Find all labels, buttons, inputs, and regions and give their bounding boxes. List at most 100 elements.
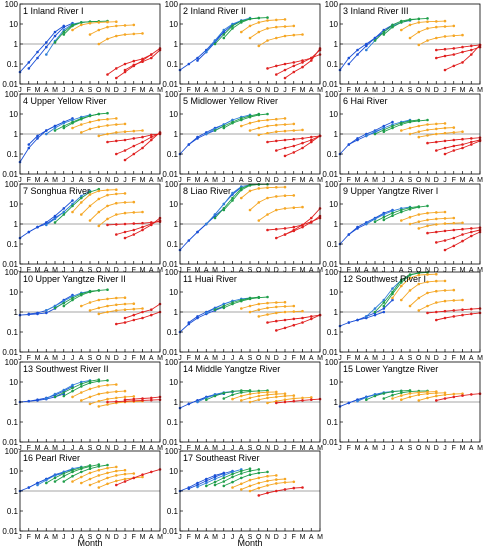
data-point — [80, 380, 83, 384]
data-point — [248, 484, 252, 488]
data-point — [435, 391, 438, 395]
data-point — [266, 393, 269, 397]
data-point — [115, 76, 118, 80]
data-point — [213, 213, 217, 216]
data-point — [301, 321, 304, 324]
data-point — [435, 399, 438, 402]
series-line-4 — [54, 289, 99, 309]
x-tick-label: J — [391, 445, 395, 452]
data-point — [115, 296, 118, 300]
data-point — [62, 121, 66, 125]
x-tick-label: A — [364, 87, 369, 94]
data-point — [106, 482, 109, 486]
data-point — [71, 389, 74, 393]
data-point — [150, 53, 153, 56]
data-point — [115, 223, 118, 226]
data-point — [106, 463, 109, 467]
data-point — [435, 132, 438, 136]
series-line-8 — [89, 395, 134, 405]
data-point — [115, 469, 118, 473]
data-point — [231, 302, 234, 306]
data-point — [141, 221, 144, 225]
data-point — [417, 220, 421, 223]
data-point — [417, 30, 421, 34]
data-point — [426, 396, 429, 400]
panel-title: 6 Hai River — [343, 96, 388, 106]
data-point — [115, 188, 118, 191]
x-tick-label: M — [35, 445, 41, 452]
x-tick-label: M — [35, 355, 41, 362]
data-point — [292, 137, 296, 141]
data-point — [115, 400, 118, 403]
x-tick-label: O — [256, 177, 262, 184]
data-point — [435, 25, 438, 29]
x-tick-label: M — [52, 177, 58, 184]
data-point — [365, 315, 368, 318]
data-point — [443, 289, 447, 292]
x-tick-label: F — [292, 87, 296, 94]
data-point — [88, 381, 92, 385]
data-point — [452, 131, 456, 134]
data-point — [62, 213, 66, 216]
data-point — [417, 213, 421, 216]
x-tick-label: M — [35, 534, 41, 541]
data-point — [123, 477, 127, 481]
data-point — [62, 394, 66, 398]
data-point — [373, 39, 377, 42]
data-point — [231, 486, 234, 489]
data-point — [106, 471, 109, 475]
x-tick-label: S — [88, 445, 93, 452]
y-tick-label: 100 — [165, 90, 179, 99]
y-tick-label: 1 — [14, 220, 19, 229]
data-point — [382, 310, 386, 314]
data-point — [240, 188, 243, 192]
data-point — [36, 134, 39, 138]
data-point — [301, 205, 304, 209]
y-tick-label: 10 — [9, 467, 18, 476]
x-tick-label: J — [338, 87, 342, 94]
data-point — [27, 67, 31, 70]
data-point — [435, 122, 438, 126]
x-tick-label: M — [460, 177, 466, 184]
y-tick-label: 0.1 — [7, 418, 19, 427]
x-tick-label: F — [292, 445, 296, 452]
x-tick-label: A — [309, 534, 314, 541]
data-point — [435, 394, 438, 398]
x-tick-label: J — [443, 267, 447, 274]
data-point — [123, 211, 127, 215]
x-tick-label: A — [239, 534, 244, 541]
x-tick-label: M — [317, 534, 323, 541]
data-point — [426, 20, 429, 24]
data-point — [470, 140, 473, 144]
data-point — [141, 60, 144, 63]
series-line-2 — [348, 24, 393, 65]
data-point — [62, 304, 66, 308]
data-point — [373, 220, 377, 223]
series-line-8 — [81, 469, 126, 484]
data-point — [257, 308, 261, 312]
x-tick-label: D — [274, 87, 279, 94]
x-tick-label: A — [239, 87, 244, 94]
data-point — [123, 33, 127, 36]
data-point — [408, 132, 412, 136]
data-point — [71, 199, 74, 202]
x-tick-label: D — [274, 177, 279, 184]
series-line-10 — [276, 49, 321, 75]
series-line-1 — [339, 311, 384, 327]
data-point — [292, 64, 296, 68]
data-point — [417, 282, 421, 286]
x-tick-label: M — [477, 177, 483, 184]
data-point — [266, 401, 269, 405]
y-tick-label: 0.1 — [167, 328, 179, 337]
data-point — [301, 141, 304, 145]
series-line-5 — [223, 113, 268, 129]
panel-title: 17 Southeast River — [183, 453, 260, 463]
x-tick-label: N — [105, 355, 110, 362]
data-point — [231, 472, 234, 476]
x-tick-label: A — [309, 87, 314, 94]
data-point — [141, 397, 144, 400]
y-tick-label: 0.01 — [2, 260, 18, 269]
data-point — [115, 123, 118, 126]
